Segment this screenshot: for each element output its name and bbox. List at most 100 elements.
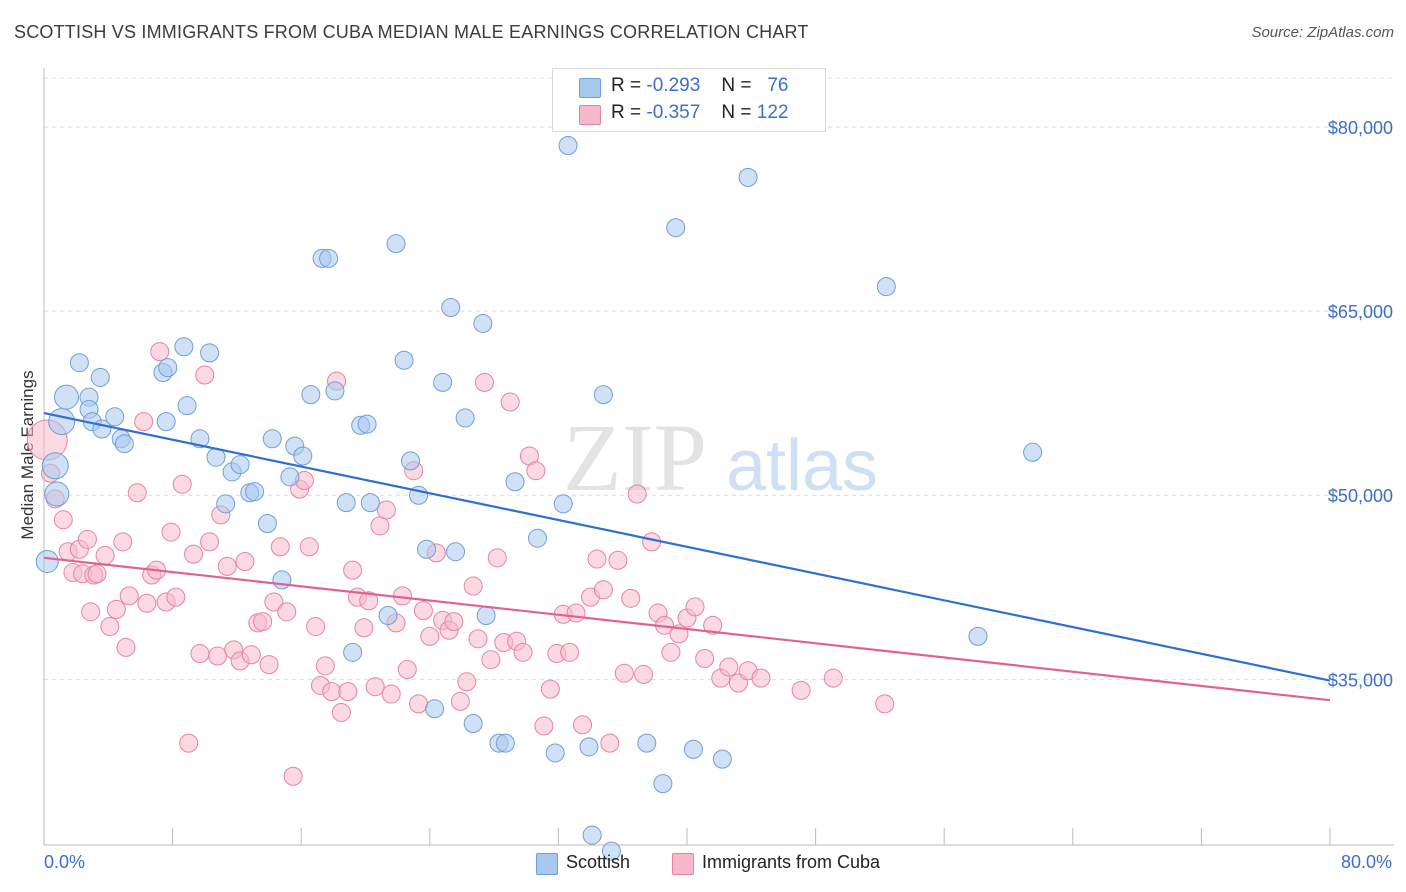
cuba-point — [600, 733, 620, 753]
scottish-point — [593, 385, 613, 405]
scottish-point — [35, 550, 59, 574]
trend-lines — [43, 411, 1331, 702]
cuba-trend-line — [43, 556, 1331, 702]
cuba-point — [200, 532, 220, 552]
cuba-point — [190, 644, 210, 664]
cuba-point — [608, 550, 628, 570]
scottish-point — [336, 493, 356, 513]
cuba-point — [413, 601, 433, 621]
cuba-point — [450, 691, 470, 711]
r-label: R = — [611, 102, 642, 123]
scottish-point — [545, 743, 565, 763]
scottish-point — [601, 841, 621, 861]
cuba-point — [322, 682, 342, 702]
cuba-point — [331, 702, 351, 722]
legend-label-cuba: Immigrants from Cuba — [702, 852, 881, 872]
cuba-point — [253, 612, 273, 632]
scottish-point — [394, 350, 414, 370]
scottish-point — [666, 218, 686, 238]
scottish-point — [357, 414, 377, 434]
legend-label-scottish: Scottish — [566, 852, 631, 872]
cuba-point — [270, 537, 290, 557]
cuba-point — [116, 637, 136, 657]
scottish-point — [528, 528, 548, 548]
chart-title: SCOTTISH VS IMMIGRANTS FROM CUBA MEDIAN … — [14, 22, 809, 42]
cuba-point — [259, 655, 279, 675]
cuba-point — [614, 663, 634, 683]
scottish-point — [90, 367, 110, 387]
n-label: N = — [721, 75, 752, 96]
cuba-point — [540, 679, 560, 699]
cuba-point — [264, 592, 284, 612]
y-tick-label: $50,000 — [1328, 486, 1393, 506]
y-tick-label: $80,000 — [1328, 118, 1393, 138]
scottish-point — [262, 429, 282, 449]
cuba-point — [183, 544, 203, 564]
scottish-point — [738, 167, 758, 187]
cuba-point — [468, 629, 488, 649]
cuba-point — [119, 586, 139, 606]
cuba-point — [409, 694, 429, 714]
cuba-point — [172, 474, 192, 494]
scottish-point — [417, 539, 437, 559]
scottish-point — [446, 542, 466, 562]
cuba-point — [481, 650, 501, 670]
cuba-point — [77, 529, 97, 549]
cuba-point — [299, 537, 319, 557]
cuba-point — [823, 668, 843, 688]
cuba-point — [338, 682, 358, 702]
cuba-point — [365, 677, 385, 697]
cuba-point — [474, 372, 494, 392]
scottish-point — [653, 774, 673, 794]
cuba-point — [354, 618, 374, 638]
scottish-point — [876, 277, 896, 297]
cuba-point — [457, 672, 477, 692]
cuba-point — [95, 545, 115, 565]
scottish-trend-line — [43, 411, 1331, 682]
scottish-point — [190, 429, 210, 449]
scottish-point — [156, 412, 176, 432]
stats-box: R = -0.293 N = 76 R = -0.357 N = 122 — [552, 68, 826, 132]
cuba-legend-swatch — [672, 853, 694, 875]
cuba-point — [235, 552, 255, 572]
scottish-point — [360, 493, 380, 513]
cuba-point — [306, 617, 326, 637]
scottish-point — [69, 353, 89, 373]
cuba-point — [100, 617, 120, 637]
cuba-point — [587, 549, 607, 569]
scottish-point — [216, 494, 236, 514]
cuba-point — [627, 484, 647, 504]
scottish-point — [579, 737, 599, 757]
cuba-point — [87, 564, 107, 584]
axes — [43, 68, 1394, 846]
scottish-point — [473, 313, 493, 333]
scottish-point — [41, 452, 69, 480]
r-value-scottish: -0.293 — [646, 75, 701, 96]
scottish-point — [301, 385, 321, 405]
cuba-point — [593, 580, 613, 600]
scottish-point — [114, 434, 134, 454]
n-label: N = — [721, 102, 752, 123]
scottish-point — [582, 825, 602, 845]
scottish-swatch — [579, 78, 601, 98]
scottish-point — [455, 408, 475, 428]
cuba-point — [695, 648, 715, 668]
x-tick-min: 0.0% — [44, 852, 86, 872]
cuba-point — [137, 593, 157, 613]
scottish-point — [54, 384, 80, 410]
scottish-point — [386, 234, 406, 254]
scottish-point — [505, 472, 525, 492]
scottish-point — [683, 739, 703, 759]
scottish-legend-swatch — [536, 853, 558, 875]
scottish-point — [425, 699, 445, 719]
scottish-point — [476, 606, 496, 626]
n-value-scottish: 76 — [767, 75, 789, 96]
cuba-point — [166, 587, 186, 607]
scottish-point — [272, 570, 292, 590]
r-value-cuba: -0.357 — [646, 102, 701, 123]
cuba-point — [621, 588, 641, 608]
cuba-point — [370, 516, 390, 536]
cuba-point — [719, 657, 739, 677]
scottish-point — [558, 135, 578, 155]
cuba-point — [241, 645, 261, 665]
